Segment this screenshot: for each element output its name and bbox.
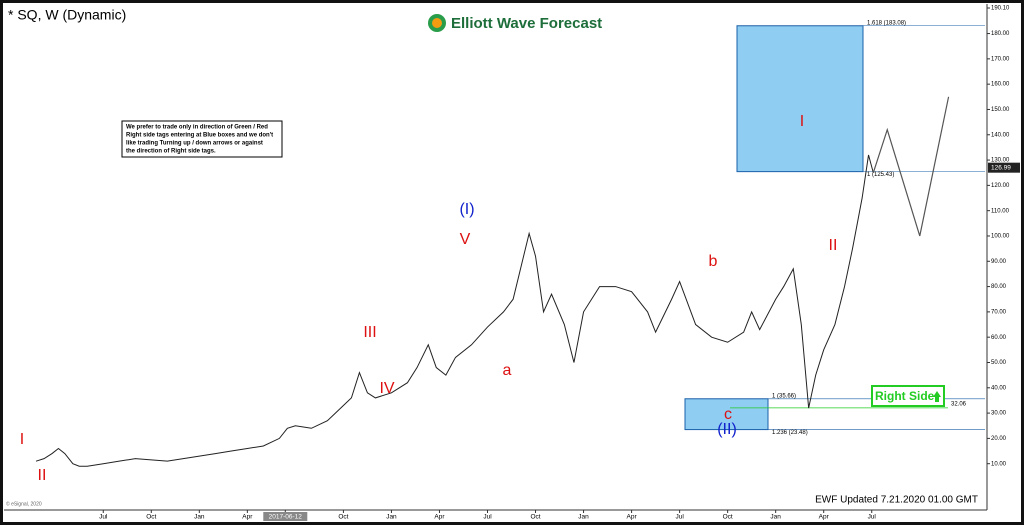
chart-title: * SQ, W (Dynamic) <box>8 7 126 23</box>
note-box <box>121 120 283 158</box>
wave-label: II <box>829 237 838 254</box>
y-tick-label: 100.00 <box>991 234 1010 240</box>
x-tick-label: Oct <box>146 514 156 521</box>
x-tick-label: Apr <box>627 514 638 521</box>
last-price-box <box>988 162 1020 173</box>
x-cursor-box <box>263 512 308 521</box>
y-tick-label: 160.00 <box>991 82 1010 88</box>
x-tick-label: 2017-06-12 <box>269 514 303 521</box>
x-tick-label: Oct <box>530 514 540 521</box>
projection-line <box>872 96 950 237</box>
note: We prefer to trade only in direction of … <box>126 125 268 131</box>
zone-box <box>684 398 769 431</box>
x-tick-label: Jul <box>868 514 877 521</box>
x-tick-label: Oct <box>338 514 348 521</box>
x-tick-label: Jul <box>99 514 108 521</box>
y-tick-label: 140.00 <box>991 132 1010 138</box>
y-tick-label: 180.00 <box>991 31 1010 37</box>
y-tick-label: 20.00 <box>991 436 1007 442</box>
x-tick-label: Jan <box>578 514 589 521</box>
y-tick-label: 150.00 <box>991 107 1010 113</box>
right-side-value: 32.06 <box>951 401 967 407</box>
zone-label: 1.236 (23.48) <box>772 430 808 436</box>
zone-label: 1 (125.43) <box>867 172 894 178</box>
wave-label: V <box>460 231 471 248</box>
y-tick-label: 110.00 <box>991 208 1010 214</box>
wave-label: I <box>20 431 24 448</box>
note: Right side tags entering at Blue boxes a… <box>126 133 273 139</box>
up-arrow <box>933 391 941 402</box>
y-tick-label: 70.00 <box>991 309 1007 315</box>
y-tick-label: 40.00 <box>991 385 1007 391</box>
y-tick-label: 50.00 <box>991 360 1007 366</box>
wave-label: III <box>363 324 376 341</box>
wave-label: IV <box>379 380 394 397</box>
y-tick-label: 80.00 <box>991 284 1007 290</box>
wave-label: I <box>800 113 804 130</box>
x-tick-label: Jan <box>386 514 397 521</box>
wave-label: c <box>724 406 732 423</box>
right-side-tag: Right Side <box>871 385 945 407</box>
y-tick-label: 90.00 <box>991 259 1007 265</box>
wave-label: (II) <box>717 421 737 438</box>
wave-label: b <box>709 253 718 270</box>
last-price-label: 126.99 <box>991 164 1011 171</box>
x-tick-label: Jul <box>675 514 684 521</box>
y-tick-label: 30.00 <box>991 411 1007 417</box>
footer: EWF Updated 7.21.2020 01.00 GMT <box>815 495 978 506</box>
zone-box <box>736 25 864 173</box>
note: the direction of Right side tags. <box>126 149 216 155</box>
x-tick-label: Oct <box>723 514 733 521</box>
right-side-text: Right Side <box>875 389 935 403</box>
x-tick-label: Jan <box>194 514 205 521</box>
x-tick-label: Jan <box>770 514 781 521</box>
wave-label: a <box>503 362 512 379</box>
right-side-box <box>871 385 945 407</box>
x-tick-label: Jul <box>483 514 492 521</box>
zone-label: 1 (35.66) <box>772 393 796 399</box>
zone-label: 1.618 (183.08) <box>867 20 906 26</box>
y-tick-label: 170.00 <box>991 56 1010 62</box>
x-tick-label: Apr <box>242 514 253 521</box>
price-line <box>35 154 874 467</box>
y-tick-label: 60.00 <box>991 335 1007 341</box>
copyright: © eSignal, 2020 <box>6 500 42 507</box>
x-tick-label: Apr <box>434 514 445 521</box>
y-tick-label: 190.10 <box>991 6 1010 12</box>
y-tick-label: 120.00 <box>991 183 1010 189</box>
y-tick-label: 130.00 <box>991 158 1010 164</box>
x-tick-label: Apr <box>819 514 830 521</box>
wave-label: (I) <box>459 201 474 218</box>
y-tick-label: 10.00 <box>991 461 1007 467</box>
wave-label: II <box>38 467 47 484</box>
note: like trading Turning up / down arrows or… <box>126 141 263 147</box>
brand: Elliott Wave Forecast <box>451 15 602 32</box>
logo <box>432 18 442 28</box>
